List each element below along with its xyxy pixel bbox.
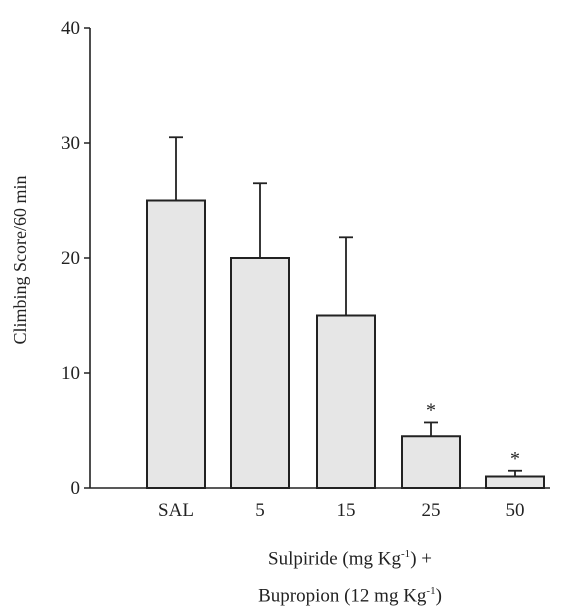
y-tick-label: 40 [61, 18, 80, 39]
significance-marker: * [510, 448, 520, 470]
y-tick-label: 0 [71, 478, 81, 499]
y-tick-label: 10 [61, 363, 80, 384]
y-ticks: 0 10 20 30 40 [61, 18, 90, 499]
y-tick-label: 20 [61, 248, 80, 269]
x-axis-label-line2-tail: ) [435, 585, 442, 607]
bars: ** [146, 136, 545, 489]
x-axis-label-line1-tail: ) + [410, 548, 432, 570]
bar [230, 257, 290, 489]
category-label: 25 [422, 500, 441, 521]
category-label: 5 [255, 500, 265, 521]
category-label: 50 [506, 500, 525, 521]
x-axis-label-line2-text: Bupropion (12 mg Kg [258, 585, 427, 607]
bar [401, 435, 461, 489]
bar [146, 199, 206, 489]
x-axis-label-line1: Sulpiride (mg Kg-1) + [150, 548, 550, 570]
category-label: SAL [158, 500, 194, 521]
y-axis-label: Climbing Score/60 min [10, 176, 30, 345]
bar [485, 475, 545, 489]
category-labels: SAL 5 15 25 50 [158, 500, 524, 521]
x-axis-label-line2: Bupropion (12 mg Kg-1) [150, 585, 550, 607]
y-tick-label: 30 [61, 133, 80, 154]
bar [316, 314, 376, 489]
x-axis-label-line1-sup: -1 [401, 548, 411, 560]
significance-marker: * [426, 399, 436, 421]
x-axis-label-line1-text: Sulpiride (mg Kg [268, 548, 402, 570]
x-axis-label-line2-sup: -1 [426, 585, 436, 597]
category-label: 15 [337, 500, 356, 521]
